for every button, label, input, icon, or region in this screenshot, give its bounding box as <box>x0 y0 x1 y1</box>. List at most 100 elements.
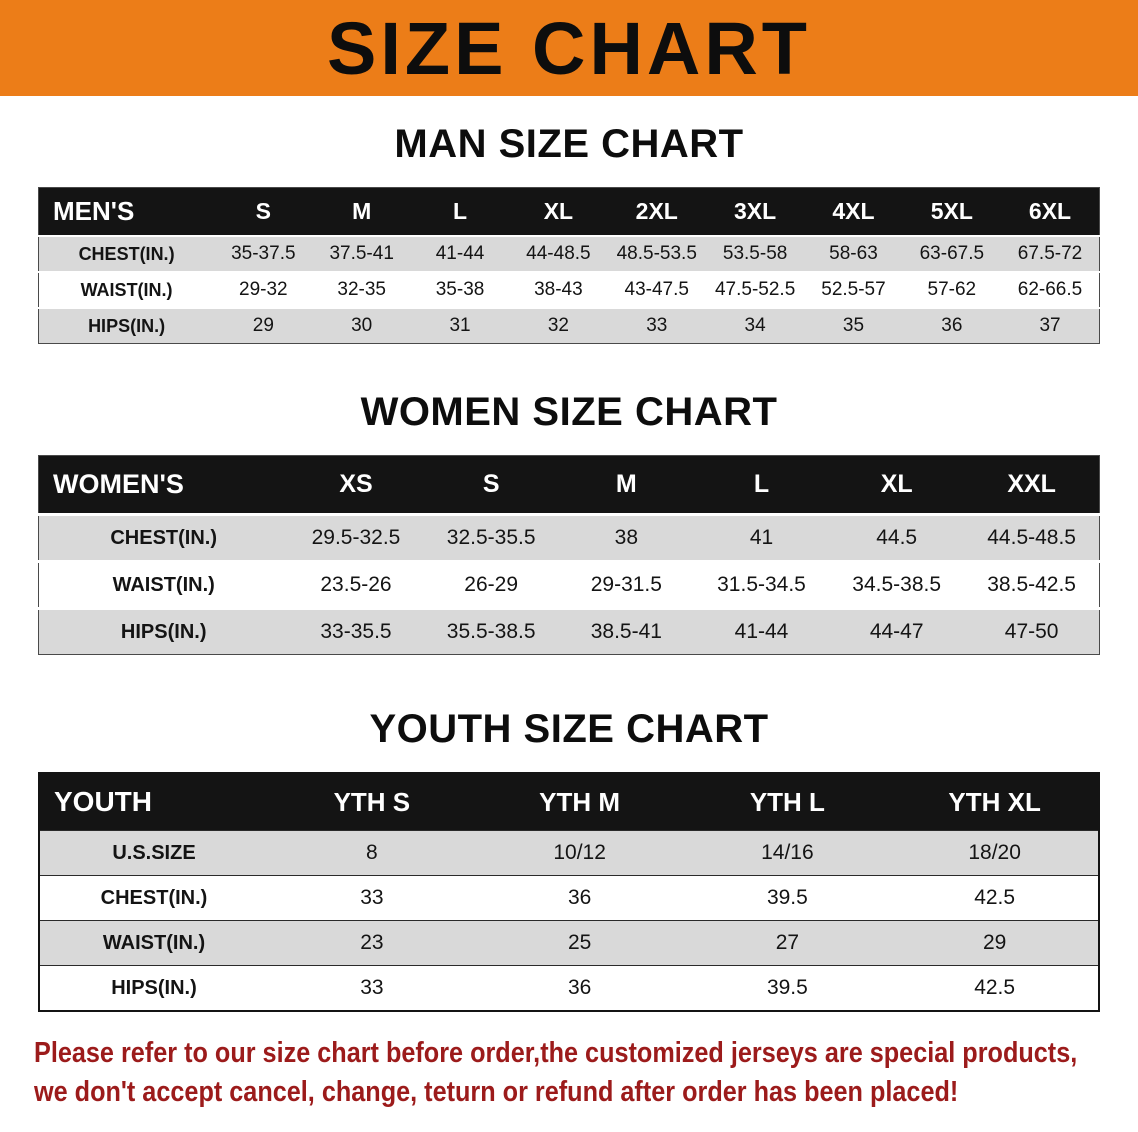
table-cell: 62-66.5 <box>1017 279 1083 300</box>
table-cell: 35-38 <box>435 279 485 300</box>
table-cell: 32-35 <box>337 279 386 300</box>
table-cell: 35.5-38.5 <box>446 620 536 643</box>
table-cell: 30 <box>351 315 373 336</box>
table-cell: 38 <box>614 526 639 549</box>
table-cell: 63-67.5 <box>919 243 985 264</box>
row-label: WAIST(IN.) <box>102 931 206 954</box>
table-cell: 26-29 <box>464 573 519 596</box>
women-size-table: WOMEN'S XS S M L XL XXL CHEST(IN.) 29.5-32.5 32.5… <box>38 455 1100 655</box>
header-row: YOUTH YTH S YTH M YTH L YTH XL <box>39 773 1099 831</box>
table-cell: 33 <box>360 976 384 999</box>
table-cell: 58-63 <box>829 243 878 264</box>
table-cell: 44-47 <box>869 620 924 643</box>
disclaimer-line-1: Please refer to our size chart before or… <box>34 1037 1078 1069</box>
youth-section-heading: YOUTH SIZE CHART <box>369 707 769 751</box>
women-section-heading: WOMEN SIZE CHART <box>360 390 778 434</box>
section-women: WOMEN SIZE CHART WOMEN'S XS S M L XL XXL CHEST(… <box>0 390 1138 655</box>
column-header: 5XL <box>930 198 973 224</box>
column-header: M <box>352 198 372 224</box>
table-cell: 38.5-42.5 <box>987 573 1076 596</box>
table-cell: 23 <box>360 931 384 954</box>
table-cell: 33-35.5 <box>320 620 392 643</box>
table-cell: 32.5-35.5 <box>446 526 536 549</box>
table-cell: 41-44 <box>435 243 485 264</box>
table-cell: 48.5-53.5 <box>616 243 697 264</box>
table-label: WOMEN'S <box>53 469 184 499</box>
column-header: XXL <box>1007 470 1056 498</box>
table-cell: 37 <box>1039 315 1061 336</box>
table-row: U.S.SIZE 8 10/12 14/16 18/20 <box>39 830 1099 876</box>
table-cell: 27 <box>775 931 800 954</box>
table-cell: 44-48.5 <box>526 243 591 264</box>
table-cell: 18/20 <box>968 841 1021 864</box>
column-header: YTH XL <box>948 786 1041 817</box>
table-cell: 37.5-41 <box>329 243 394 264</box>
table-cell: 42.5 <box>974 976 1016 999</box>
column-header: 6XL <box>1028 198 1072 224</box>
row-label: WAIST(IN.) <box>112 573 215 596</box>
table-cell: 29-31.5 <box>590 573 662 596</box>
column-header: 3XL <box>734 198 777 224</box>
table-cell: 33 <box>646 315 668 336</box>
row-label: U.S.SIZE <box>112 841 196 864</box>
row-label: HIPS(IN.) <box>88 315 166 336</box>
row-label: HIPS(IN.) <box>120 620 207 643</box>
column-header: L <box>753 470 770 498</box>
section-man: MAN SIZE CHART MEN'S S M L XL 2XL 3XL 4XL 5XL 6XL… <box>0 122 1138 344</box>
table-cell: 44.5 <box>876 526 918 549</box>
table-cell: 38-43 <box>534 279 583 300</box>
column-header: L <box>453 198 468 224</box>
table-cell: 67.5-72 <box>1017 243 1083 264</box>
table-cell: 52.5-57 <box>821 279 886 300</box>
table-cell: 25 <box>567 931 592 954</box>
table-row: CHEST(IN.) 29.5-32.5 32.5-35.5 38 41 44.5 44.5… <box>38 514 1100 562</box>
column-header: XL <box>543 198 574 224</box>
column-header: YTH S <box>333 786 411 817</box>
disclaimer-line-2: we don't accept cancel, change, teturn o… <box>34 1076 959 1109</box>
column-header: YTH L <box>749 786 825 817</box>
table-cell: 33 <box>360 886 384 909</box>
table-cell: 35-37.5 <box>231 243 296 264</box>
table-label: MEN'S <box>53 196 135 226</box>
table-cell: 29.5-32.5 <box>311 526 401 549</box>
table-cell: 47.5-52.5 <box>714 279 796 300</box>
column-header: S <box>255 198 271 224</box>
disclaimer: Please refer to our size chart before or… <box>34 1034 1138 1112</box>
table-cell: 57-62 <box>927 279 977 300</box>
youth-size-table: YOUTH YTH S YTH M YTH L YTH XL U.S.SIZE 8 10/12… <box>38 772 1100 1012</box>
section-youth: YOUTH SIZE CHART YOUTH YTH S YTH M YTH L YTH… <box>0 707 1138 1012</box>
table-cell: 31 <box>449 315 471 336</box>
table-cell: 31.5-34.5 <box>717 573 806 596</box>
table-row: CHEST(IN.) 35-37.5 37.5-41 41-44 44-48.5 48.5… <box>38 236 1100 272</box>
column-header: S <box>482 470 500 498</box>
table-row: WAIST(IN.) 23 25 27 29 <box>39 920 1099 966</box>
table-cell: 41 <box>749 526 774 549</box>
column-header: 4XL <box>832 198 875 224</box>
table-cell: 39.5 <box>766 976 808 999</box>
table-cell: 38.5-41 <box>590 620 662 643</box>
table-cell: 29 <box>252 315 274 336</box>
table-row: WAIST(IN.) 23.5-26 26-29 29-31.5 31.5-34.5 34… <box>38 561 1100 609</box>
table-cell: 36 <box>941 315 963 336</box>
men-size-table: MEN'S S M L XL 2XL 3XL 4XL 5XL 6XL CHEST(IN.) 35-37… <box>38 187 1100 344</box>
table-cell: 34.5-38.5 <box>852 573 942 596</box>
table-row: WAIST(IN.) 29-32 32-35 35-38 38-43 43-47.5 47.… <box>38 272 1100 308</box>
table-cell: 39.5 <box>766 886 808 909</box>
table-cell: 36 <box>567 976 592 999</box>
table-cell: 35 <box>842 315 865 336</box>
column-header: XS <box>339 470 373 498</box>
table-cell: 14/16 <box>761 841 814 864</box>
table-cell: 32 <box>547 315 569 336</box>
man-section-heading: MAN SIZE CHART <box>394 122 744 166</box>
row-label: HIPS(IN.) <box>111 976 197 999</box>
table-cell: 42.5 <box>974 886 1016 909</box>
header-row: WOMEN'S XS S M L XL XXL <box>38 455 1100 515</box>
table-label: YOUTH <box>54 786 152 817</box>
column-header: 2XL <box>635 198 678 224</box>
page-title: SIZE CHART <box>327 6 811 90</box>
table-cell: 53.5-58 <box>722 243 788 264</box>
table-cell: 34 <box>744 315 766 336</box>
row-label: CHEST(IN.) <box>100 886 208 909</box>
table-cell: 29 <box>982 931 1007 954</box>
